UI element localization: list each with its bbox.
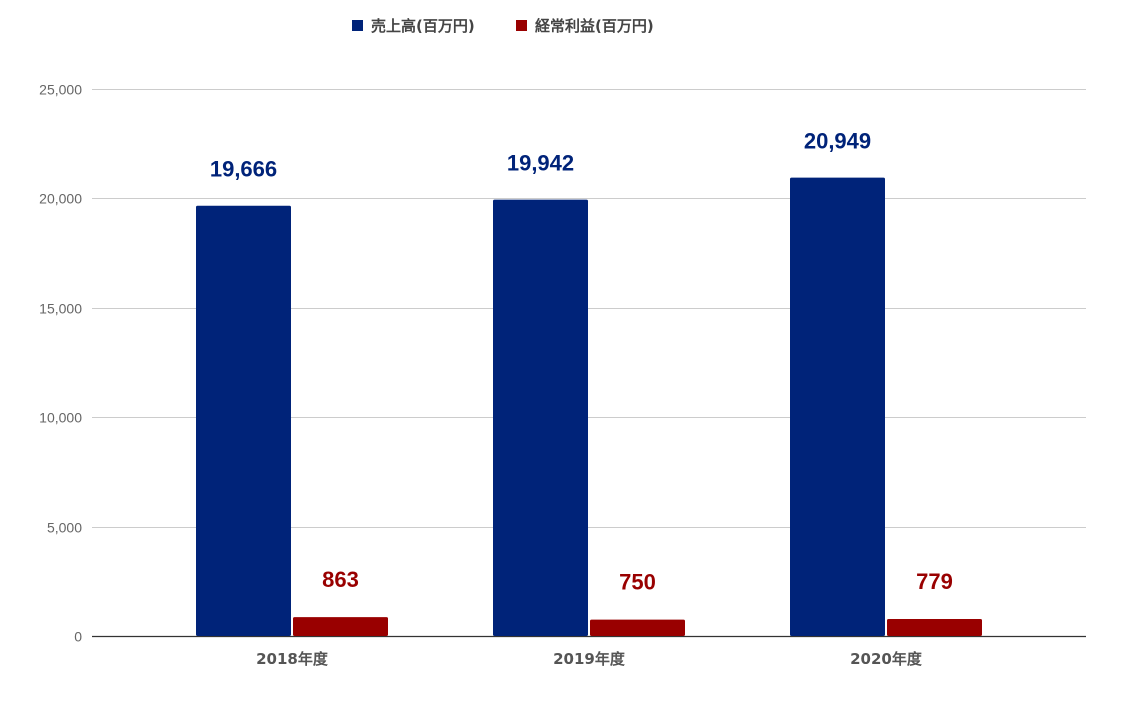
x-tick-label: 2018年度 [256,650,329,668]
bar-sales [493,199,588,636]
legend-entry-sales: 売上高(百万円) [352,17,475,35]
legend-label-sales: 売上高(百万円) [371,17,475,35]
y-tick-label: 10,000 [39,410,82,426]
data-label-profit: 779 [916,569,953,594]
data-label-sales: 20,949 [804,129,871,154]
bar-profit [887,618,982,636]
bar-sales [196,205,291,636]
x-tick-label: 2020年度 [850,650,923,668]
x-axis: 2018年度 2019年度 2020年度 [256,650,923,668]
data-labels: 19,666 19,942 20,949 863 750 779 [210,129,953,595]
data-label-profit: 750 [619,570,656,595]
data-label-profit: 863 [322,567,359,592]
legend-entry-profit: 経常利益(百万円) [516,17,654,35]
bars [196,177,982,637]
y-tick-label: 20,000 [39,191,82,207]
bar-profit [293,617,388,636]
bar-sales [790,177,885,637]
x-tick-label: 2019年度 [553,650,626,668]
data-label-sales: 19,666 [210,157,277,182]
y-tick-label: 0 [74,629,82,645]
y-axis: 0 5,000 10,000 15,000 20,000 25,000 [39,82,82,645]
legend-swatch-sales [352,20,363,31]
data-label-sales: 19,942 [507,151,574,176]
bar-profit [590,619,685,636]
legend-swatch-profit [516,20,527,31]
y-tick-label: 5,000 [47,520,82,536]
y-tick-label: 15,000 [39,301,82,317]
legend-label-profit: 経常利益(百万円) [535,17,654,35]
y-tick-label: 25,000 [39,82,82,98]
legend: 売上高(百万円) 経常利益(百万円) [352,17,654,35]
